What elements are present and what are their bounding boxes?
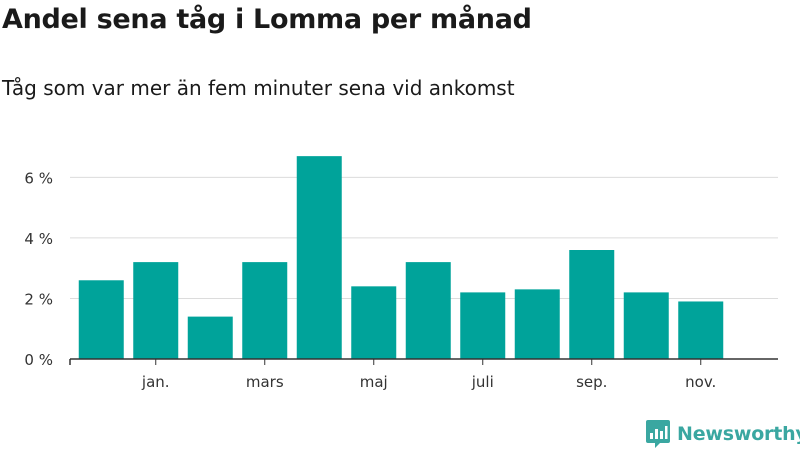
bar-dec (78, 280, 124, 359)
x-tick-label: sep. (576, 373, 607, 391)
bar-aug (514, 289, 560, 359)
bar-maj (351, 286, 397, 359)
bar-juni (405, 262, 451, 359)
bars (78, 156, 724, 359)
x-tick-label: juli (471, 373, 494, 391)
x-tick-label: maj (360, 373, 388, 391)
bar-okt (623, 292, 669, 359)
x-tick-label: jan. (141, 373, 170, 391)
bar-jan (133, 262, 179, 359)
y-tick-label: 4 % (24, 230, 53, 248)
axes: 0 % 2 % 4 % 6 % jan. mars maj juli sep. nov. (24, 169, 778, 391)
bar-nov (678, 301, 724, 359)
x-tick-label: nov. (685, 373, 716, 391)
bar-mars (242, 262, 288, 359)
chart-subtitle: Tåg som var mer än fem minuter sena vid … (2, 76, 515, 100)
bar-feb (187, 316, 233, 359)
bar-sep (569, 250, 615, 359)
newsworthy-logo-icon (646, 420, 670, 448)
y-tick-label: 0 % (24, 351, 53, 369)
bar-juli (460, 292, 506, 359)
brand-name: Newsworthy (677, 423, 800, 445)
bar-apr (296, 156, 342, 359)
newsworthy-brand: Newsworthy (645, 419, 800, 449)
chart-title: Andel sena tåg i Lomma per månad (2, 4, 532, 35)
y-tick-label: 2 % (24, 290, 53, 308)
x-tick-label: mars (246, 373, 284, 391)
y-tick-label: 6 % (24, 169, 53, 187)
